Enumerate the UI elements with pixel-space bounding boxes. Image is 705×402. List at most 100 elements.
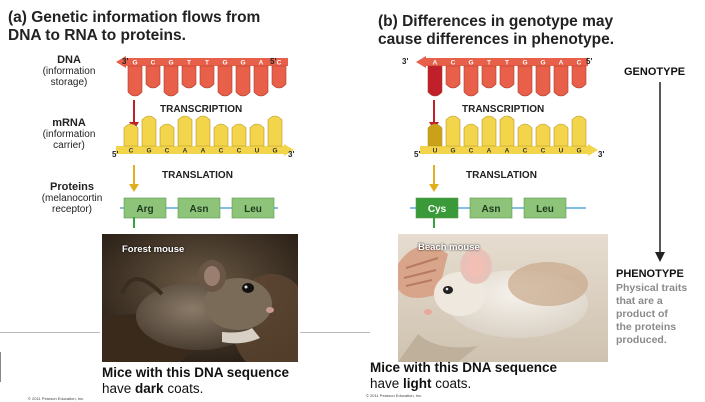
mrna-a-nucleotide [123, 123, 139, 147]
mrna-b-nucleotide [481, 115, 497, 147]
forest-mouse-label: Forest mouse [122, 244, 185, 255]
mrna-a-base-label: C [129, 148, 134, 155]
panel-a-title-line1: (a) Genetic information flows from [8, 9, 261, 26]
dna-sub1: (information [42, 66, 96, 77]
mrna-b-nucleotide [427, 123, 443, 147]
slide-rule-mid [300, 332, 370, 333]
dna-b-nucleotide [571, 65, 587, 89]
dna-a-base-label: G [222, 60, 227, 67]
dna-label: DNA [57, 54, 81, 66]
mrna-a-base-label: U [255, 148, 260, 155]
forest-mouse-image [102, 234, 298, 362]
phenotype-desc-line-4: the proteins [616, 321, 677, 333]
mrna-b-nucleotide [499, 115, 515, 147]
dna-b-base-label: G [540, 60, 545, 67]
dna-b-nucleotide [463, 65, 479, 97]
mrna-a-nucleotide [141, 115, 157, 147]
mrna-b-nucleotide [535, 123, 551, 147]
dna-side-label: DNA (information storage) [36, 54, 102, 89]
mrna-b-base-label: U [559, 148, 564, 155]
dna-sub2: storage) [50, 77, 88, 88]
dna-b-nucleotide [499, 65, 515, 89]
dna-b-nucleotide [517, 65, 533, 97]
panel-a-title-line2: DNA to RNA to proteins. [8, 27, 186, 44]
mrna-b-base-label: C [469, 148, 474, 155]
caption-b-pre: have [370, 376, 404, 391]
dna-a-end-right: 5' [270, 57, 276, 66]
dna-a-base-label: C [277, 60, 282, 67]
dna-a-nucleotide [199, 65, 215, 89]
dna-a-nucleotide [127, 65, 143, 97]
caption-a-pre: have [102, 381, 136, 396]
caption-a-bold: dark [135, 381, 164, 396]
translation-arrow-a [129, 165, 139, 192]
protein-a-amino-acid-label: Leu [244, 204, 262, 215]
dna-b-base-label: C [451, 60, 456, 67]
mrna-a-nucleotide [159, 123, 175, 147]
panel-b-title: (b) Differences in genotype may cause di… [378, 13, 614, 49]
mrna-a-nucleotide [267, 115, 283, 147]
protein-chain-a: Arg Asn Leu [123, 197, 275, 219]
mrna-a-backbone [116, 146, 284, 154]
dna-b-base-label: A [559, 60, 564, 67]
translation-label-a: TRANSLATION [162, 170, 233, 181]
mrna-a-nucleotide [213, 123, 229, 147]
dna-b-backbone [426, 58, 588, 66]
mrna-b-end-right: 3' [598, 150, 604, 159]
beach-mouse-photo: Beach mouse [398, 234, 608, 362]
dna-a-nucleotide [235, 65, 251, 97]
dna-b-nucleotide [427, 65, 443, 97]
caption-b: Mice with this DNA sequence have light c… [370, 360, 557, 392]
dna-b-nucleotide [535, 65, 551, 97]
dna-b-base-label: T [505, 60, 509, 67]
slide-rule-left [0, 332, 100, 333]
mrna-b-backbone [420, 146, 588, 154]
beach-mouse-image [398, 234, 608, 362]
phenotype-desc-line-5: produced. [616, 334, 667, 346]
phenotype-desc-line-2: that are a [616, 295, 663, 307]
genotype-to-phenotype-arrow [655, 82, 665, 262]
mrna-b-nucleotide [517, 123, 533, 147]
caption-b-bold: light [403, 376, 432, 391]
dna-a-base-label: A [259, 60, 264, 67]
translation-label-b: TRANSLATION [466, 170, 537, 181]
protein-b-amino-acid [523, 197, 567, 219]
protein-a-amino-acid [231, 197, 275, 219]
forest-mouse-photo: Forest mouse [102, 234, 298, 362]
protein-b-amino-acid-label: Leu [536, 204, 554, 215]
caption-b-line2: have light coats. [370, 376, 557, 392]
protein-label: Proteins [49, 181, 94, 193]
transcription-label-b: TRANSCRIPTION [462, 104, 544, 115]
mrna-b-nucleotide [463, 123, 479, 147]
mrna-b-base-label: A [487, 148, 492, 155]
dna-b-end-left: 3' [402, 57, 408, 66]
mrna-sub2: carrier) [53, 140, 85, 151]
dna-b-nucleotide [553, 65, 569, 97]
mrna-a-nucleotide [177, 115, 193, 147]
slide-edge-mark [0, 352, 7, 382]
transcription-label-a: TRANSCRIPTION [160, 104, 242, 115]
dna-b-base-label: G [522, 60, 527, 67]
mrna-b-end-left: 5' [414, 150, 420, 159]
panel-b-title-line2: cause differences in phenotype. [378, 31, 615, 48]
beach-mouse-label: Beach mouse [418, 242, 480, 253]
mrna-b-nucleotide [553, 123, 569, 147]
protein-chain-b: Cys Asn Leu [415, 197, 567, 219]
mrna-b-nucleotide [445, 115, 461, 147]
caption-a: Mice with this DNA sequence have dark co… [102, 365, 289, 397]
dna-b-base-label: T [487, 60, 491, 67]
dna-a-nucleotide [181, 65, 197, 89]
dna-a-nucleotide [271, 65, 287, 89]
caption-a-post: coats. [163, 381, 204, 396]
mrna-a-arrowhead [284, 144, 294, 156]
mrna-a-nucleotide [195, 115, 211, 147]
protein-sub1: (melanocortin [41, 193, 103, 204]
protein-a-amino-acid [123, 197, 167, 219]
copyright-a: © 2011 Pearson Education, Inc. [28, 396, 85, 401]
mrna-b-base-label: C [541, 148, 546, 155]
phenotype-description: Physical traits that are a product of th… [616, 282, 704, 347]
mrna-a-base-label: A [183, 148, 188, 155]
mrna-b-base-label: U [433, 148, 438, 155]
